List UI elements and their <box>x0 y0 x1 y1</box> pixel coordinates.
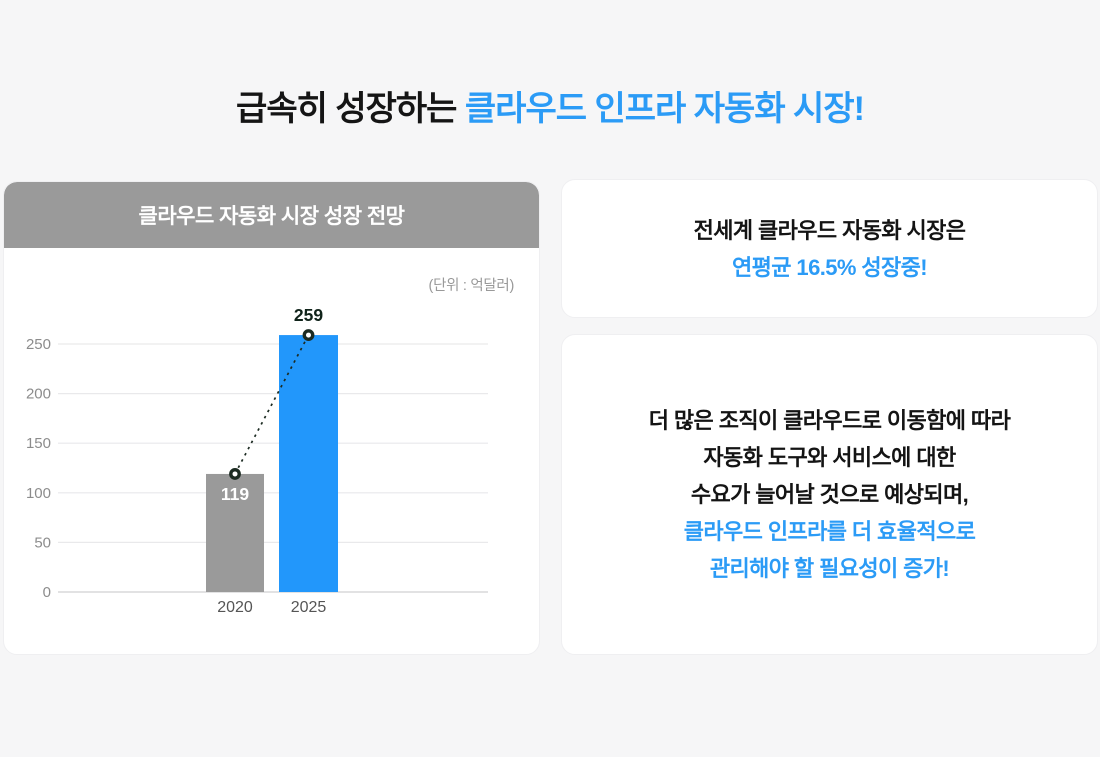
info-text-line: 전세계 클라우드 자동화 시장은 <box>693 217 966 243</box>
chart-body: 0 50 100 150 200 250 119 259 2020 2025 (단위 : 억달러) <box>4 248 539 654</box>
svg-text:50: 50 <box>34 534 51 551</box>
info-text-line-highlight: 관리해야 할 필요성이 증가! <box>709 556 950 581</box>
info-card-demand-outlook: 더 많은 조직이 클라우드로 이동함에 따라 자동화 도구와 서비스에 대한 수… <box>561 334 1098 655</box>
info-text-line-highlight: 클라우드 인프라를 더 효율적으로 <box>683 519 976 544</box>
svg-text:119: 119 <box>221 484 249 504</box>
info-card-market-growth: 전세계 클라우드 자동화 시장은 연평균 16.5% 성장중! <box>561 179 1098 318</box>
page-title-prefix: 급속히 성장하는 <box>236 90 465 128</box>
svg-text:2020: 2020 <box>217 599 253 616</box>
svg-text:259: 259 <box>294 305 323 325</box>
page-title: 급속히 성장하는 클라우드 인프라 자동화 시장! <box>0 84 1100 134</box>
chart-card: 클라우드 자동화 시장 성장 전망 0 50 100 150 200 250 119 259 2… <box>3 181 540 655</box>
chart-card-header: 클라우드 자동화 시장 성장 전망 <box>4 182 539 248</box>
svg-text:200: 200 <box>26 386 51 403</box>
page-title-highlight: 클라우드 인프라 자동화 시장! <box>464 90 865 128</box>
chart-card-title: 클라우드 자동화 시장 성장 전망 <box>138 205 406 228</box>
info-text-line: 더 많은 조직이 클라우드로 이동함에 따라 <box>648 408 1011 433</box>
growth-bar-chart: 0 50 100 150 200 250 119 259 2020 2025 (단위 : 억달러) <box>26 277 514 616</box>
svg-text:150: 150 <box>26 435 51 452</box>
info-text-line: 수요가 늘어날 것으로 예상되며, <box>690 482 969 507</box>
svg-text:(단위 : 억달러): (단위 : 억달러) <box>429 277 514 294</box>
svg-text:250: 250 <box>26 336 51 353</box>
info-text-line-highlight: 연평균 16.5% 성장중! <box>732 254 928 280</box>
svg-text:0: 0 <box>43 584 51 601</box>
svg-text:2025: 2025 <box>291 599 327 616</box>
info-text-line: 자동화 도구와 서비스에 대한 <box>703 445 956 470</box>
svg-text:100: 100 <box>26 485 51 502</box>
